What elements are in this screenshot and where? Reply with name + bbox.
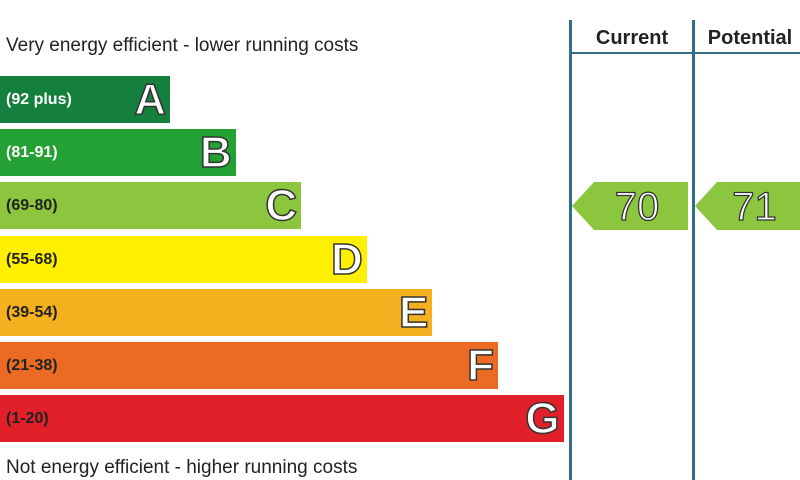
potential-column-header: Potential [707,27,793,49]
band-letter: E [398,287,429,338]
band-letter: C [265,181,298,232]
band-b: (81-91) B [0,127,236,178]
potential-rating-value: 71 [732,184,778,229]
band-range-label: (69-80) [6,197,58,215]
band-c: (69-80) C [0,181,302,232]
band-letter: F [466,340,494,391]
band-f: (21-38) F [0,340,498,391]
efficient-caption: Very energy efficient - lower running co… [6,35,359,56]
potential-rating-arrow: 71 [695,181,800,230]
band-g: (1-20) G [0,393,564,444]
current-rating-arrow: 70 [572,181,688,230]
band-range-label: (92 plus) [6,91,72,108]
inefficient-caption: Not energy efficient - higher running co… [6,457,358,478]
current-column-header: Current [595,27,669,49]
band-range-label: (39-54) [6,303,58,321]
band-letter: A [133,74,166,125]
band-d: (55-68) D [0,234,367,285]
potential-column-divider [692,20,695,480]
current-column-divider [569,20,572,480]
band-range-label: (55-68) [6,250,58,268]
band-letter: D [330,234,363,285]
band-range-label: (81-91) [6,144,58,162]
band-letter: G [525,393,561,444]
band-range-label: (21-38) [6,357,58,374]
band-e: (39-54) E [0,287,433,338]
current-rating-value: 70 [614,184,660,229]
band-letter: B [199,127,232,178]
header-divider [571,52,800,54]
band-a: (92 plus) A [0,74,170,125]
band-range-label: (1-20) [6,410,49,428]
